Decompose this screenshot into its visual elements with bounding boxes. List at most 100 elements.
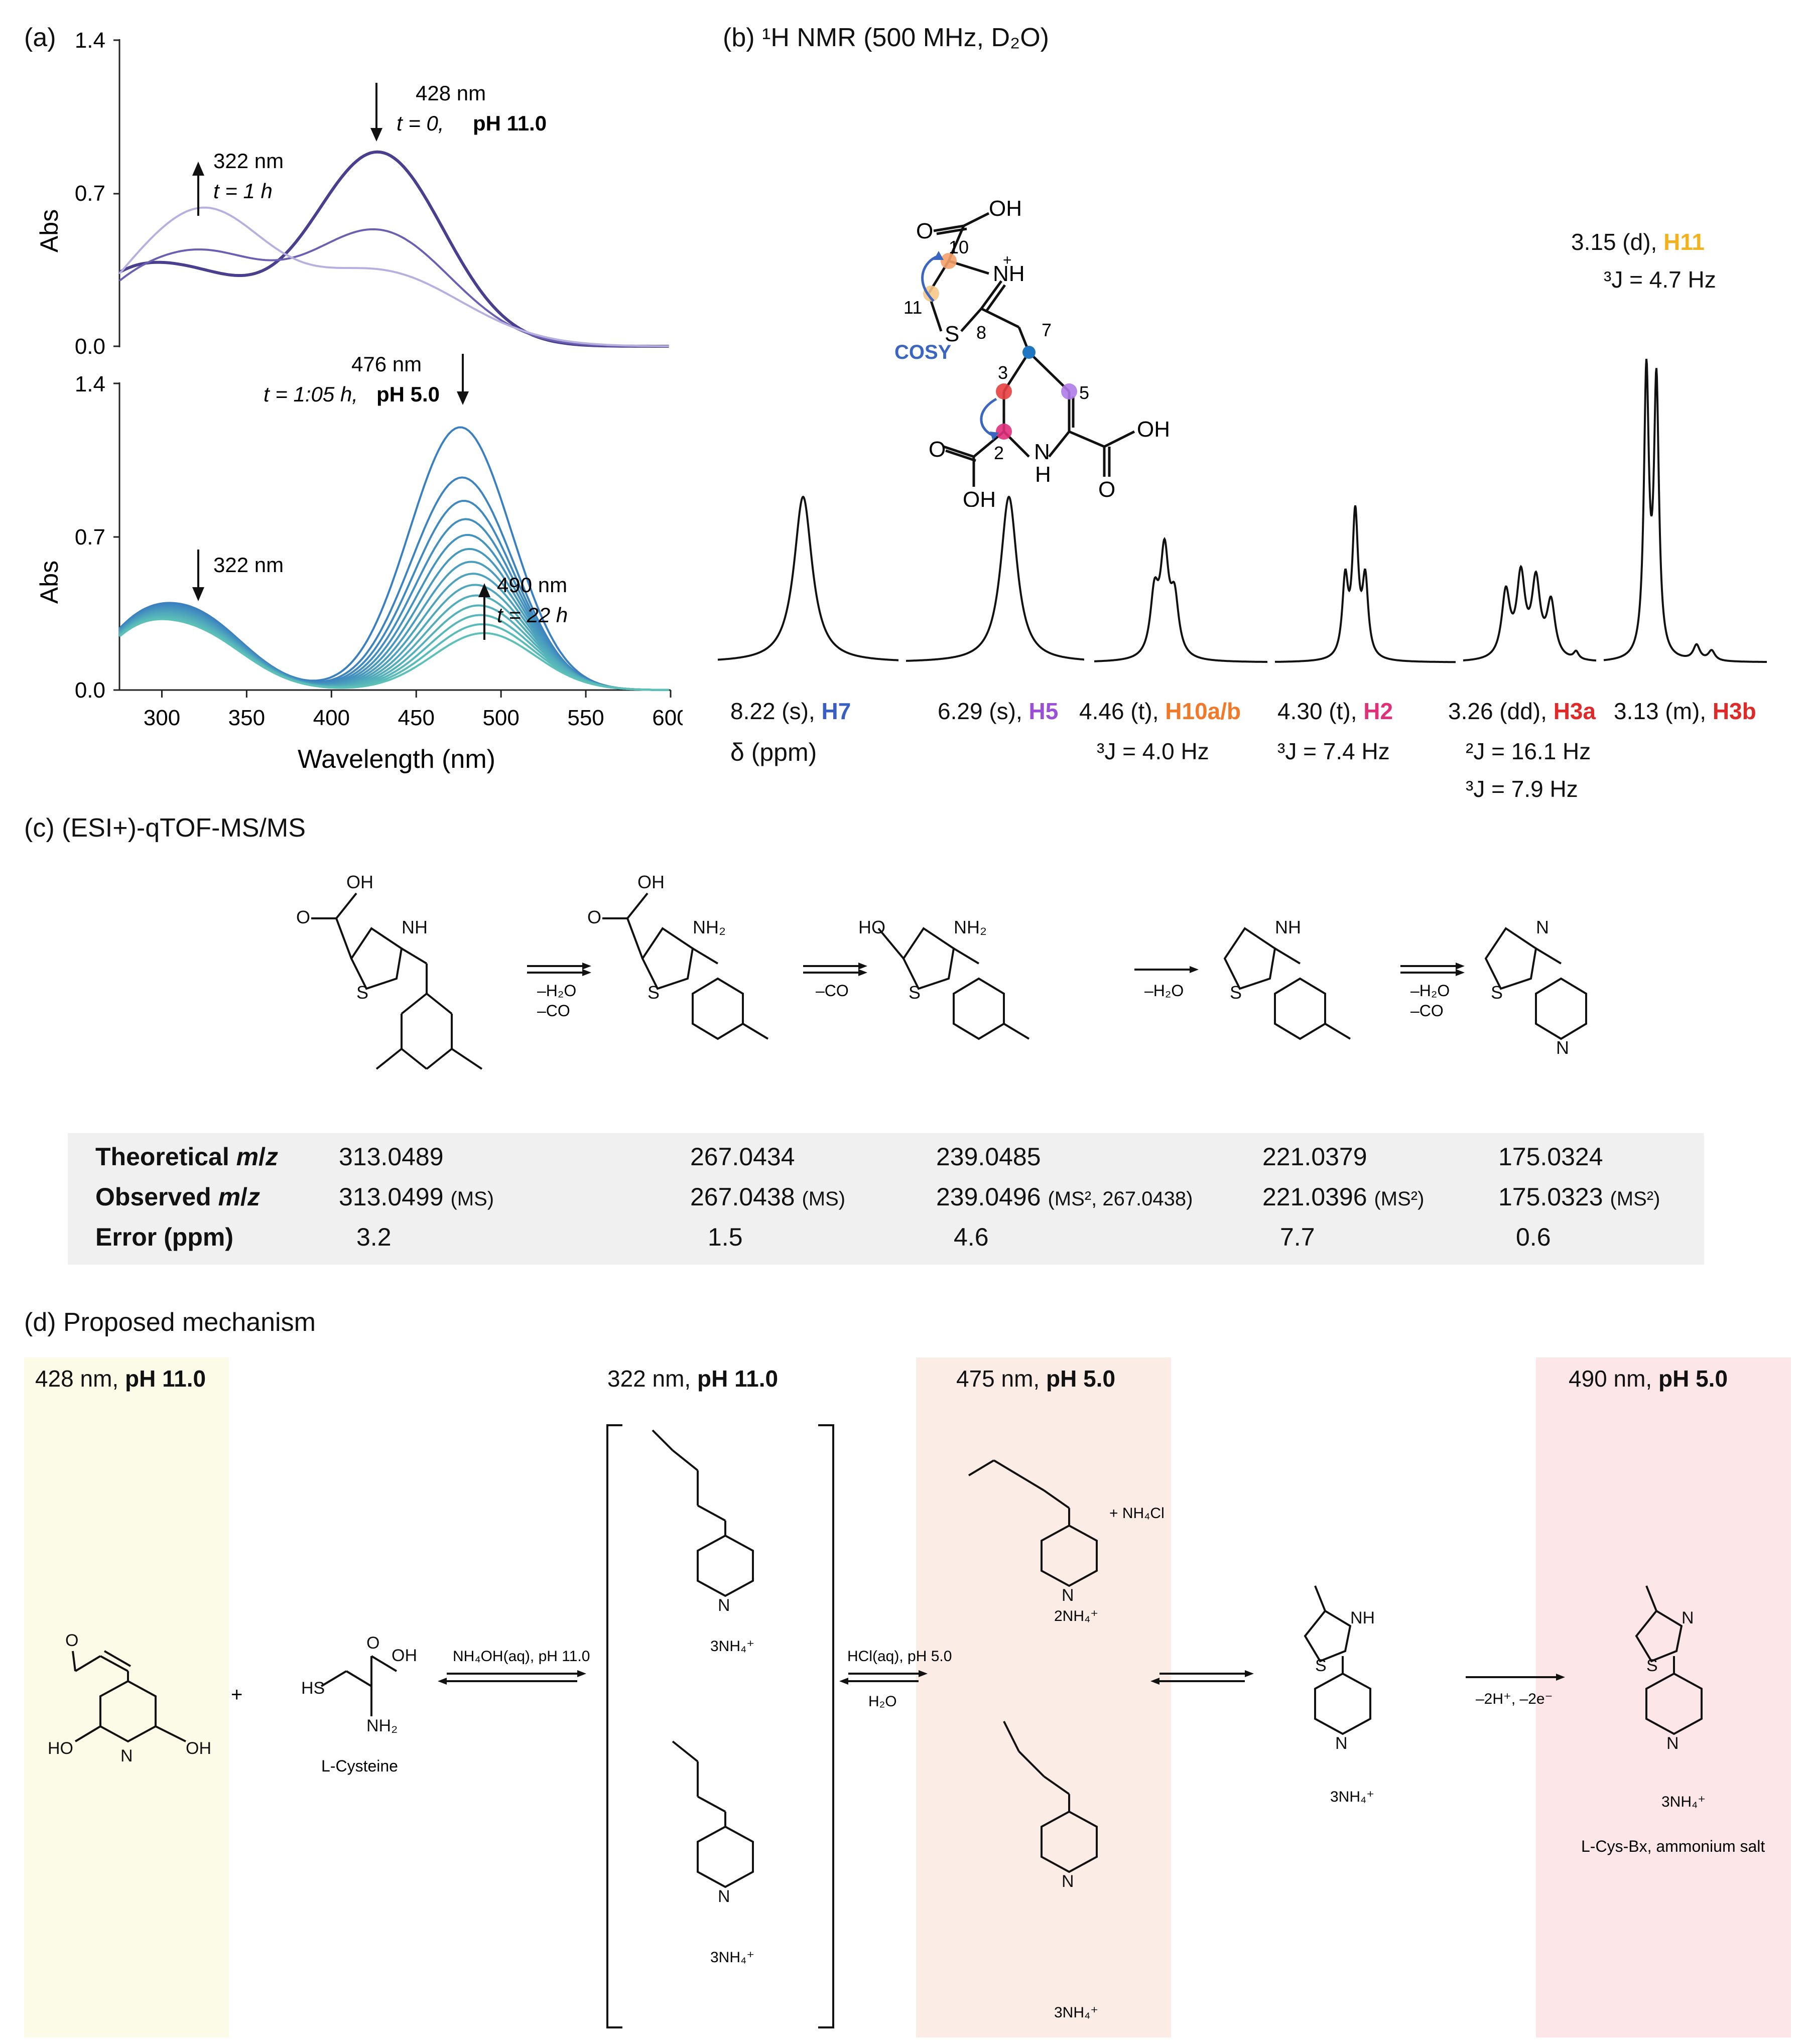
plus-sign: + (231, 1684, 242, 1706)
cysteine-label: L-Cysteine (321, 1757, 398, 1775)
ms-observed: 313.0499 (MS) (339, 1183, 494, 1211)
svg-text:N: N (1536, 917, 1549, 937)
svg-text:S: S (909, 982, 921, 1003)
nmr-j-h3a-1: ²J = 16.1 Hz (1466, 738, 1591, 764)
box-490-title: 490 nm, pH 5.0 (1569, 1366, 1728, 1392)
ms-theoretical: 221.0379 (1262, 1143, 1367, 1171)
ms-theoretical: 267.0434 (690, 1143, 795, 1171)
peak-shift: 6.29 (s), (938, 698, 1022, 724)
arrow-head (370, 128, 382, 142)
svg-text:OH: OH (346, 872, 373, 892)
svg-text:S: S (1230, 982, 1242, 1003)
panel-b-label: (b) ¹H NMR (500 MHz, D₂O) (723, 23, 1049, 53)
ms-observed: 175.0323 (MS²) (1498, 1183, 1660, 1211)
svg-text:O: O (65, 1631, 78, 1650)
x-tick-label: 500 (482, 706, 519, 730)
nmr-peak-trace (906, 495, 1084, 662)
atom-num: 5 (1079, 382, 1089, 403)
x-tick-label: 400 (313, 706, 350, 730)
arrow-head (478, 583, 490, 597)
nmr-peak-trace (1463, 565, 1597, 662)
h11-shift: 3.15 (d), (1571, 229, 1657, 255)
x-tick-label: 550 (567, 706, 604, 730)
ann-428-nm: 428 nm (416, 81, 486, 105)
svg-text:O: O (587, 907, 601, 927)
salt-label: 3NH₄⁺ (1661, 1794, 1706, 1810)
uv-x-ticks: 300 350 400 450 500 550 600 (144, 690, 683, 730)
box-475-title: 475 nm, pH 5.0 (956, 1366, 1116, 1392)
uv-bottom-ytick: 0.0 (75, 678, 105, 703)
nmr-xlabel: δ (ppm) (730, 738, 817, 766)
svg-text:NH: NH (993, 261, 1025, 286)
uv-bottom-ylabel: Abs (35, 561, 63, 604)
mechanism-scheme: O HO OH N HS NH₂ OH O N N N N N S NH N S… (48, 1424, 1765, 2028)
ms-step-label: –CO (537, 1002, 570, 1020)
svg-text:N: N (1335, 1734, 1348, 1753)
peak-shift: 4.46 (t), (1079, 698, 1159, 724)
salt-label: 3NH₄⁺ (1054, 2004, 1098, 2021)
ann-428-t: t = 0, (397, 111, 444, 135)
peak-label: H5 (1028, 698, 1059, 724)
uv-vis-figure: 1.4 0.7 0.0 Abs 428 nm t = 0, pH 11.0 32… (35, 28, 683, 774)
ms-error: 4.6 (954, 1223, 989, 1251)
nmr-peak-trace (1274, 505, 1456, 663)
svg-text:NH₂: NH₂ (954, 917, 987, 937)
cond-nh4oh: NH₄OH(aq), pH 11.0 (453, 1648, 590, 1665)
salt-label: 3NH₄⁺ (710, 1638, 754, 1655)
svg-text:OH: OH (963, 487, 996, 507)
salt-label: 3NH₄⁺ (1330, 1789, 1374, 1805)
svg-text:N: N (1062, 1586, 1074, 1605)
atom-num: 8 (976, 322, 986, 343)
cond-hcl: HCl(aq), pH 5.0 (847, 1648, 952, 1665)
ms-observed: 221.0396 (MS²) (1262, 1183, 1425, 1211)
panel-d-label: (d) Proposed mechanism (24, 1308, 316, 1337)
peak-shift: 3.26 (dd), (1448, 698, 1547, 724)
panel-b-letter: (b) (723, 23, 755, 52)
nmr-peak-trace (717, 495, 898, 661)
ms-error: 1.5 (708, 1223, 743, 1251)
ann-476-t: t = 1:05 h, (264, 382, 358, 406)
nh4cl-label: + NH₄Cl (1109, 1505, 1165, 1522)
h11-label: H11 (1663, 229, 1705, 255)
uv-series-line (118, 476, 669, 691)
uv-top-curves (118, 150, 669, 348)
uv-bottom-curves (118, 426, 669, 691)
product-label: L-Cys-Bx, ammonium salt (1581, 1837, 1765, 1855)
peak-label: H3b (1712, 698, 1756, 724)
box-428 (24, 1357, 229, 2037)
nmr-title: ¹H NMR (500 MHz, D₂O) (762, 23, 1049, 52)
svg-text:N: N (1062, 1872, 1074, 1891)
svg-text:NH₂: NH₂ (366, 1716, 398, 1735)
svg-text:NH: NH (402, 917, 428, 937)
nmr-peak-h3a: 3.26 (dd), H3a (1448, 698, 1596, 725)
x-tick-label: 350 (228, 706, 265, 730)
svg-text:S: S (356, 982, 368, 1003)
ann-476-pH: pH 5.0 (376, 382, 440, 406)
ann-322-nm: 322 nm (213, 149, 284, 173)
atom-num: 3 (998, 362, 1008, 383)
atom-num: 11 (904, 297, 922, 318)
x-tick-label: 300 (144, 706, 180, 730)
ms-fragments: OH O NH S OH O NH₂ S HO NH₂ S NH S N S N –H₂O –… (296, 872, 1587, 1070)
svg-text:OH: OH (392, 1646, 417, 1665)
cond-h2o: H₂O (868, 1693, 897, 1710)
salt-label: 2NH₄⁺ (1054, 1608, 1098, 1624)
nmr-spectra (717, 358, 1767, 663)
svg-text:S: S (1646, 1656, 1658, 1675)
svg-text:O: O (296, 907, 310, 927)
svg-text:N: N (120, 1746, 133, 1765)
ms-theoretical: 313.0489 (339, 1143, 444, 1171)
box-475 (916, 1357, 1171, 2037)
uv-top-ylabel: Abs (35, 209, 63, 252)
cosy-label: COSY (894, 341, 952, 363)
svg-text:S: S (1315, 1656, 1327, 1675)
ms-row-observed-label: Observed m/z (95, 1183, 260, 1211)
nmr-j-h10: ³J = 4.0 Hz (1097, 738, 1209, 764)
ms-theoretical: 239.0485 (936, 1143, 1041, 1171)
atom-num: 7 (1042, 320, 1052, 340)
arrow-head (192, 587, 204, 601)
nmr-peak-h5: 6.29 (s), H5 (938, 698, 1058, 725)
ms-step-label: –H₂O (537, 982, 576, 1000)
ann-322-bottom: 322 nm (213, 553, 284, 577)
atom-num: 2 (994, 443, 1004, 463)
